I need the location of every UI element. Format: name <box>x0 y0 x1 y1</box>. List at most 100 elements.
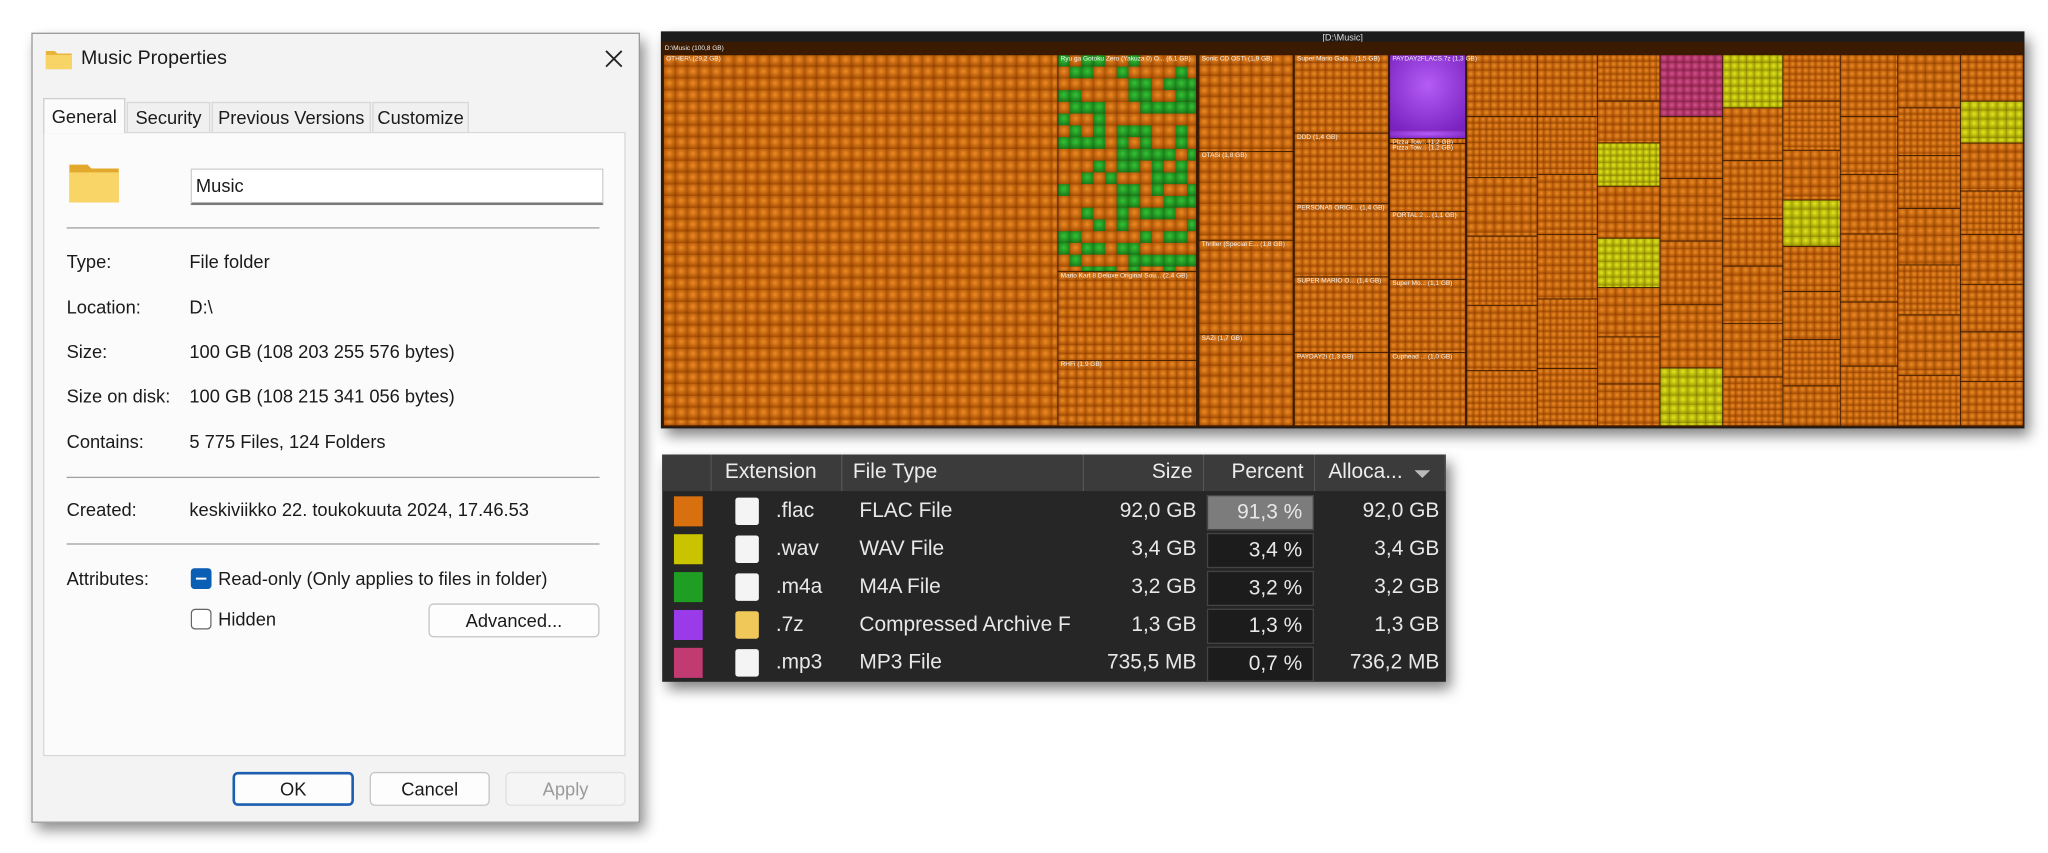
treemap-tile <box>1473 294 1480 302</box>
treemap-tile <box>1310 211 1318 220</box>
treemap-tile <box>875 125 887 138</box>
treemap-tile <box>1583 311 1590 319</box>
tab[interactable]: Security <box>126 101 211 132</box>
cancel-button[interactable]: Cancel <box>369 771 490 806</box>
treemap-tile <box>1512 232 1522 237</box>
treemap-tile <box>1428 211 1437 220</box>
tab[interactable]: Customize <box>372 101 469 132</box>
treemap-tile <box>745 172 758 185</box>
close-button[interactable] <box>603 48 624 69</box>
advanced-button[interactable]: Advanced... <box>428 603 600 638</box>
treemap-tile <box>1057 160 1070 173</box>
treemap-tile <box>1669 323 1679 333</box>
tab[interactable]: Previous Versions <box>211 101 371 132</box>
treemap-tile <box>1636 140 1645 144</box>
treemap-tile <box>1525 281 1533 289</box>
treemap-tile <box>1128 148 1141 161</box>
readonly-checkbox[interactable] <box>190 568 212 590</box>
tab[interactable]: General <box>43 97 126 134</box>
treemap-block <box>1466 177 1538 237</box>
folder-large-icon <box>69 164 119 203</box>
treemap-tile <box>1556 129 1564 137</box>
treemap-tile <box>663 419 676 426</box>
treemap-tile <box>1405 258 1414 267</box>
treemap-tile <box>1576 401 1584 408</box>
treemap-tile <box>1317 195 1326 204</box>
treemap-tile <box>875 419 887 426</box>
treemap-tile <box>1466 294 1474 302</box>
treemap-tile <box>1294 195 1303 204</box>
treemap-tile <box>1543 149 1551 156</box>
treemap-tile <box>863 383 876 396</box>
treemap-tile <box>1219 65 1231 76</box>
treemap-tile <box>1537 182 1546 191</box>
treemap-tile <box>839 372 852 384</box>
treemap-tile <box>1656 169 1661 176</box>
treemap-tile <box>1333 227 1342 236</box>
treemap-tile <box>863 372 876 384</box>
treemap-tile <box>1131 335 1141 345</box>
treemap-tile <box>1592 273 1598 282</box>
treemap-tile <box>816 289 829 302</box>
treemap-tile <box>1636 124 1645 133</box>
treemap-tile <box>1397 219 1406 228</box>
treemap-tile <box>1532 236 1538 243</box>
treemap-tile <box>1675 303 1684 305</box>
treemap-tile <box>1140 66 1152 79</box>
treemap-tile <box>1537 257 1546 266</box>
treemap-tile <box>1004 407 1017 420</box>
treemap-tile <box>1436 151 1445 160</box>
treemap-tile <box>1016 242 1028 255</box>
treemap-tile <box>1209 323 1220 335</box>
treemap-tile <box>1513 344 1522 353</box>
ok-button[interactable]: OK <box>232 771 354 806</box>
treemap-tile <box>1644 269 1653 278</box>
treemap-tile <box>1699 101 1708 110</box>
treemap-tile <box>1592 54 1598 63</box>
apply-button[interactable]: Apply <box>505 771 626 806</box>
treemap-tile <box>1389 227 1398 236</box>
treemap-tile <box>804 254 817 267</box>
treemap-tile <box>957 336 970 349</box>
treemap-tile <box>1603 156 1611 163</box>
treemap-tile <box>792 242 805 255</box>
treemap-tile <box>922 360 934 373</box>
treemap-tile <box>1261 271 1273 283</box>
treemap-tile <box>1251 224 1262 236</box>
treemap-tile <box>1606 315 1616 325</box>
treemap-tile <box>1660 116 1668 125</box>
treemap-tile <box>1240 127 1252 139</box>
treemap-tile <box>1644 246 1653 254</box>
treemap-tile <box>1613 415 1621 424</box>
hidden-checkbox[interactable] <box>190 608 212 630</box>
treemap-tile <box>1714 70 1723 79</box>
treemap-tile <box>1230 261 1241 272</box>
treemap-tile <box>1421 318 1429 327</box>
treemap-tile <box>1341 54 1350 63</box>
treemap-tile <box>1444 391 1453 400</box>
treemap-tile <box>1230 214 1241 225</box>
treemap-tile <box>1452 326 1461 335</box>
treemap-tile <box>1317 274 1326 277</box>
treemap-tile <box>1589 136 1597 143</box>
treemap-tile <box>1151 137 1164 149</box>
treemap-tile <box>1576 54 1585 63</box>
treemap-tile <box>1597 109 1606 117</box>
treemap-tile <box>1240 151 1252 162</box>
treemap-tile <box>1630 149 1637 157</box>
treemap-tile <box>1230 65 1241 76</box>
treemap-tile <box>886 54 899 67</box>
treemap-tile <box>1624 333 1634 337</box>
treemap-tile <box>1473 370 1480 378</box>
treemap-tile <box>1613 261 1621 270</box>
treemap-tile <box>1529 109 1538 117</box>
treemap-tile <box>1620 269 1629 278</box>
treemap-tile <box>1605 391 1614 400</box>
treemap-tile <box>1151 195 1164 208</box>
name-input[interactable]: Music <box>190 168 604 206</box>
treemap-tile <box>1341 94 1350 102</box>
treemap-tile <box>851 90 864 102</box>
treemap-tile <box>1400 138 1406 144</box>
treemap-tile <box>1532 175 1538 178</box>
treemap-tile <box>1530 186 1538 196</box>
